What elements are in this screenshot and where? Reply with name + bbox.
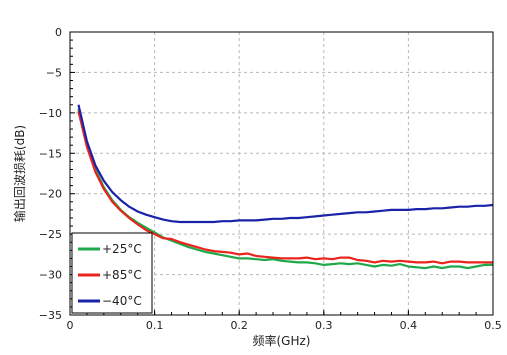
y-tick-label: −30: [39, 269, 62, 282]
y-tick-label: −20: [39, 188, 62, 201]
x-tick-label: 0: [67, 319, 74, 332]
y-tick-label: −35: [39, 309, 62, 322]
plot-frame: [69, 31, 494, 316]
series-line-1: [77, 110, 493, 265]
x-tick-label: 0.2: [230, 319, 248, 332]
x-tick-label: 0.4: [400, 319, 418, 332]
x-axis-label: 频率(GHz): [253, 333, 311, 348]
series-line-0: [77, 108, 493, 270]
series-line-2: [77, 104, 494, 224]
legend-label-2: −40°C: [102, 294, 142, 308]
y-tick-label: −5: [46, 66, 62, 79]
y-axis-label: 输出回波损耗(dB): [12, 125, 27, 222]
y-tick-label: 0: [55, 26, 62, 39]
y-tick-label: −25: [39, 228, 62, 241]
legend: +25°C +85°C −40°C: [71, 232, 153, 314]
legend-label-0: +25°C: [102, 242, 142, 256]
x-tick-label: 0.1: [146, 319, 164, 332]
grid: [70, 32, 493, 315]
y-tick-label: −15: [39, 147, 62, 160]
x-tick-label: 0.3: [315, 319, 333, 332]
legend-label-1: +85°C: [102, 268, 142, 282]
series-lines: [77, 104, 494, 270]
x-tick-label: 0.5: [484, 319, 502, 332]
y-tick-label: −10: [39, 107, 62, 120]
